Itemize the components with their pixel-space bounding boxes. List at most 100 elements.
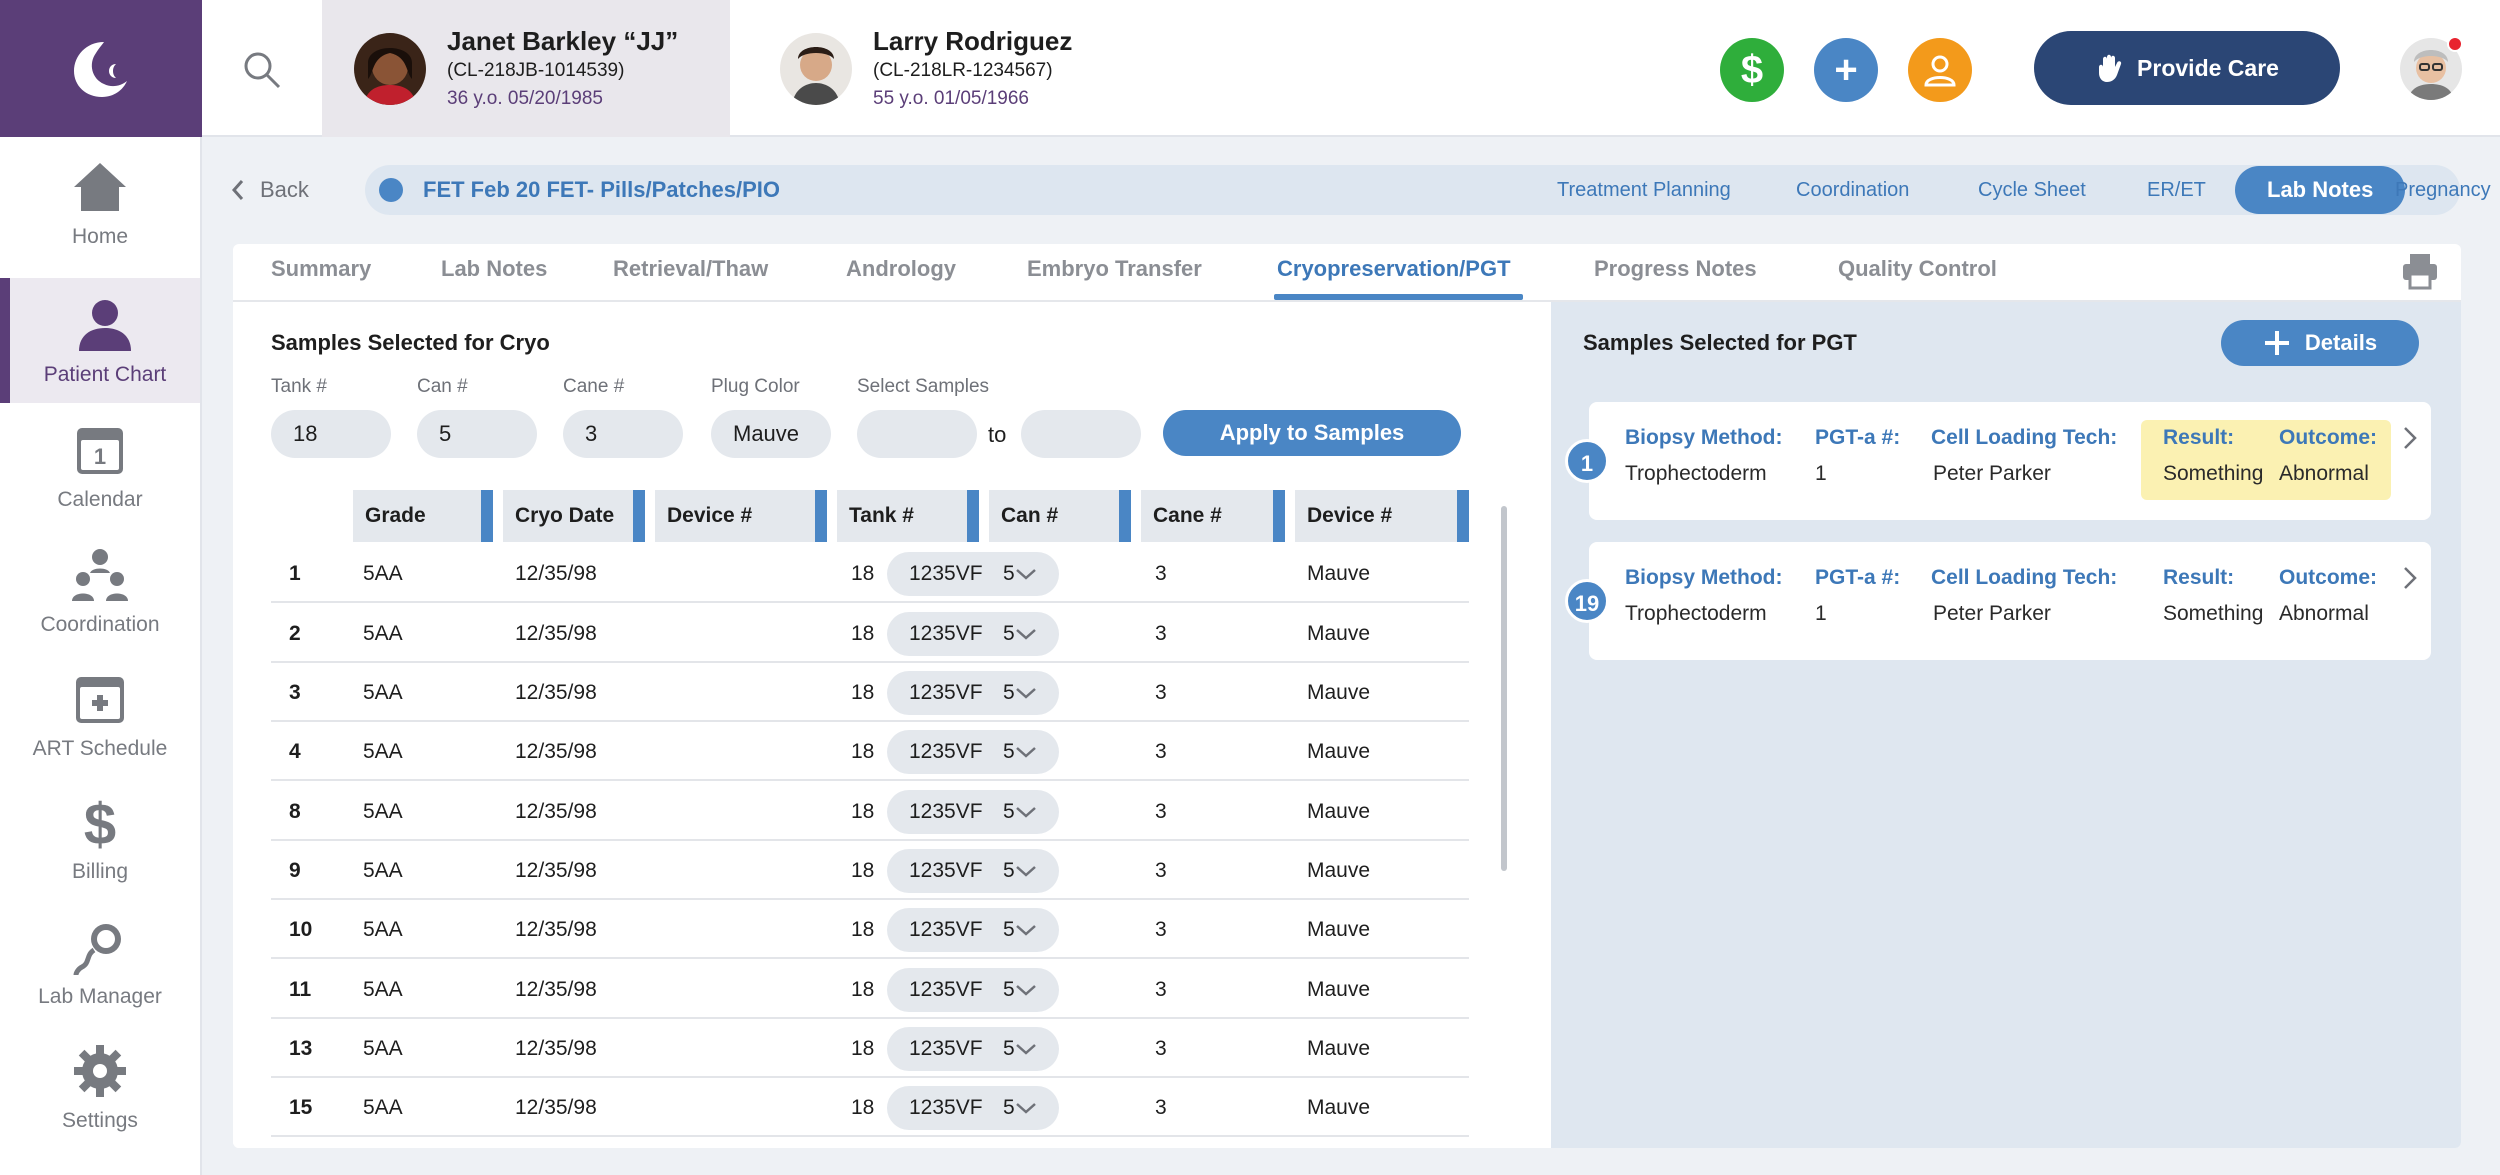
patient-card-partner[interactable]: Larry Rodriguez (CL-218LR-1234567) 55 y.… (780, 0, 1180, 137)
partner-id: (CL-218LR-1234567) (873, 59, 1053, 81)
svg-text:$: $ (84, 792, 116, 852)
table-scrollbar[interactable] (1501, 506, 1507, 871)
apply-to-samples-button[interactable]: Apply to Samples (1163, 410, 1461, 456)
sidebar-item-coordination[interactable]: Coordination (0, 528, 200, 653)
tank-cell: 18 (851, 740, 875, 763)
samples-from-input[interactable] (857, 410, 977, 458)
grade-cell: 5AA (363, 978, 403, 1001)
device-select[interactable]: 1235VF (887, 1086, 1059, 1130)
device-select[interactable]: 1235VF (887, 612, 1059, 656)
device-value: 1235VF (909, 800, 983, 823)
table-row[interactable]: 11 5AA 12/35/98 1235VF 18 5 3 Mauve (271, 960, 1469, 1019)
cycle-tab-lab-notes[interactable]: Lab Notes (2235, 166, 2406, 214)
can-cell: 5 (1003, 1037, 1015, 1060)
sidebar-item-home[interactable]: Home (0, 140, 200, 265)
tab-progress-notes[interactable]: Progress Notes (1594, 256, 1757, 281)
chevron-down-icon (1016, 807, 1036, 818)
device-select[interactable]: 1235VF (887, 552, 1059, 596)
sidebar-item-settings[interactable]: Settings (0, 1024, 200, 1149)
sidebar-item-calendar[interactable]: 1 Calendar (0, 403, 200, 528)
can-cell: 5 (1003, 918, 1015, 941)
table-row[interactable]: 8 5AA 12/35/98 1235VF 18 5 3 Mauve (271, 782, 1469, 841)
table-row[interactable]: 3 5AA 12/35/98 1235VF 18 5 3 Mauve (271, 663, 1469, 722)
home-icon (74, 162, 126, 211)
table-row[interactable]: 2 5AA 12/35/98 1235VF 18 5 3 Mauve (271, 604, 1469, 663)
cycle-tab-pregnancy[interactable]: Pregnancy (2395, 179, 2491, 201)
chevron-right-icon[interactable] (2401, 564, 2419, 592)
pgt-pane: Samples Selected for PGT Details Biopsy … (1551, 302, 2461, 1148)
app-logo[interactable] (0, 0, 202, 137)
plug-color-cell: Mauve (1307, 800, 1371, 823)
biopsy-method-value: Trophectoderm (1625, 602, 1767, 625)
can-input[interactable]: 5 (417, 410, 537, 458)
tab-andrology[interactable]: Andrology (846, 256, 956, 281)
plug-color-input[interactable]: Mauve (711, 410, 831, 458)
sidebar-item-patient-chart[interactable]: Patient Chart (0, 278, 200, 403)
pgt-sample-card[interactable]: Biopsy Method: Trophectoderm PGT-a #: 1 Cell… (1589, 402, 2431, 520)
pgt-a-label: PGT-a #: (1815, 426, 1901, 449)
current-user-avatar[interactable] (2400, 38, 2462, 100)
cycle-title[interactable]: FET Feb 20 FET- Pills/Patches/PIO (423, 177, 780, 202)
col-header-tank: Tank # (837, 490, 979, 542)
cane-input[interactable]: 3 (563, 410, 683, 458)
device-select[interactable]: 1235VF (887, 968, 1059, 1012)
grade-cell: 5AA (363, 622, 403, 645)
table-row[interactable]: 15 5AA 12/35/98 1235VF 18 5 3 Mauve (271, 1078, 1469, 1137)
device-select[interactable]: 1235VF (887, 1027, 1059, 1071)
grade-cell: 5AA (363, 1096, 403, 1119)
patient-icon (79, 299, 131, 351)
cycle-tab-er-et[interactable]: ER/ET (2147, 179, 2206, 201)
cycle-tab-treatment-planning[interactable]: Treatment Planning (1557, 179, 1731, 201)
tab-cryopreservation-pgt[interactable]: Cryopreservation/PGT (1277, 256, 1511, 281)
add-button[interactable]: + (1814, 38, 1878, 102)
table-row[interactable]: 9 5AA 12/35/98 1235VF 18 5 3 Mauve (271, 841, 1469, 900)
cycle-tab-cycle-sheet[interactable]: Cycle Sheet (1978, 179, 2086, 201)
plug-color-cell: Mauve (1307, 1037, 1371, 1060)
cycle-tab-coordination[interactable]: Coordination (1796, 179, 1910, 201)
print-icon[interactable] (2401, 252, 2439, 290)
cycle-status-dot (379, 178, 403, 202)
device-select[interactable]: 1235VF (887, 849, 1059, 893)
device-select[interactable]: 1235VF (887, 790, 1059, 834)
tank-cell: 18 (851, 918, 875, 941)
tab-summary[interactable]: Summary (271, 256, 372, 281)
cryo-date-cell: 12/35/98 (515, 681, 597, 704)
details-button[interactable]: Details (2221, 320, 2419, 366)
patient-avatar (354, 32, 426, 105)
provide-care-button[interactable]: Provide Care (2034, 31, 2340, 105)
section-tabs: Summary Lab Notes Retrieval/Thaw Androlo… (233, 244, 2461, 302)
billing-button[interactable]: $ (1720, 38, 1784, 102)
tank-input[interactable]: 18 (271, 410, 391, 458)
patient-card-primary[interactable]: Janet Barkley “JJ” (CL-218JB-1014539) 36… (322, 0, 730, 137)
search-icon[interactable] (242, 50, 282, 90)
user-profile-button[interactable] (1908, 38, 1972, 102)
sidebar-item-lab-manager[interactable]: Lab Manager (0, 900, 200, 1025)
device-value: 1235VF (909, 1096, 983, 1119)
samples-to-input[interactable] (1021, 410, 1141, 458)
tab-quality-control[interactable]: Quality Control (1838, 256, 1997, 281)
tab-embryo-transfer[interactable]: Embryo Transfer (1027, 256, 1202, 281)
tab-lab-notes[interactable]: Lab Notes (441, 256, 548, 281)
can-cell: 5 (1003, 740, 1015, 763)
table-row[interactable]: 4 5AA 12/35/98 1235VF 18 5 3 Mauve (271, 722, 1469, 781)
plus-icon (2264, 331, 2289, 355)
pgt-section-title: Samples Selected for PGT (1583, 330, 1857, 355)
table-row[interactable]: 13 5AA 12/35/98 1235VF 18 5 3 Mauve (271, 1019, 1469, 1078)
cane-cell: 3 (1155, 562, 1167, 585)
sidebar-item-art-schedule[interactable]: ART Schedule (0, 652, 200, 777)
pgt-sample-card[interactable]: Biopsy Method: Trophectoderm PGT-a #: 1 Cell… (1589, 542, 2431, 660)
device-select[interactable]: 1235VF (887, 730, 1059, 774)
pgt-a-value: 1 (1815, 602, 1827, 625)
device-select[interactable]: 1235VF (887, 671, 1059, 715)
table-row[interactable]: 10 5AA 12/35/98 1235VF 18 5 3 Mauve (271, 900, 1469, 959)
back-button[interactable]: Back (230, 165, 309, 215)
device-select[interactable]: 1235VF (887, 908, 1059, 952)
tab-retrieval-thaw[interactable]: Retrieval/Thaw (613, 256, 769, 281)
can-label: Can # (417, 376, 468, 397)
sidebar-item-billing[interactable]: $ Billing (0, 775, 200, 900)
chevron-right-icon[interactable] (2401, 424, 2419, 452)
col-header-cryo-date: Cryo Date (503, 490, 645, 542)
svg-text:1: 1 (94, 444, 106, 469)
table-row[interactable]: 1 5AA 12/35/98 1235VF 18 5 3 Mauve (271, 544, 1469, 603)
tank-label: Tank # (271, 376, 327, 397)
